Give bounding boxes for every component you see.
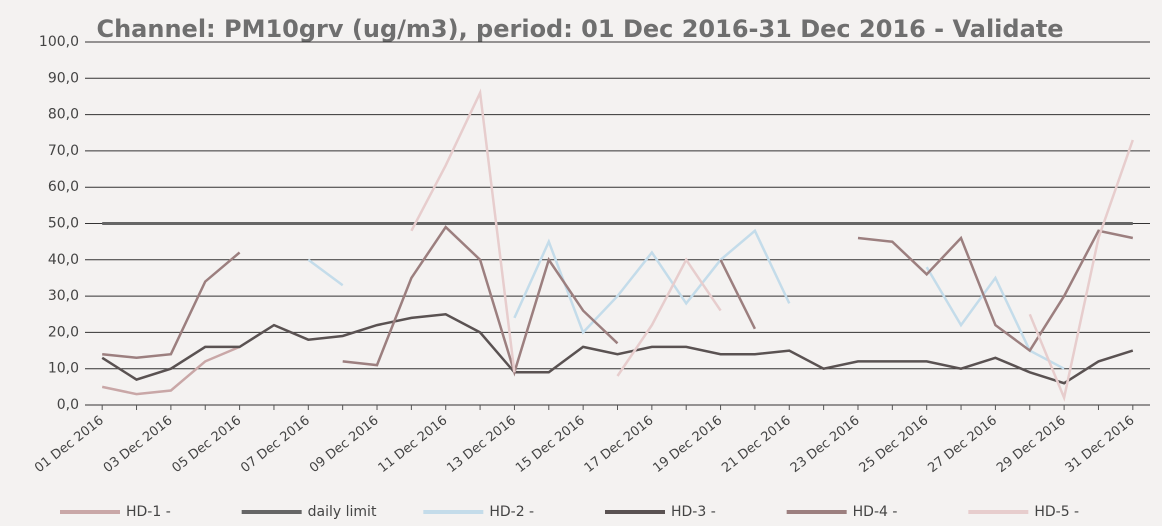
legend-label: daily limit (308, 504, 377, 520)
x-tick-label: 19 Dec 2016 (651, 413, 726, 476)
x-tick-label: 23 Dec 2016 (788, 413, 863, 476)
x-tick-label: 27 Dec 2016 (925, 413, 1000, 476)
y-tick-label: 70,0 (48, 143, 79, 159)
x-tick-label: 09 Dec 2016 (307, 413, 382, 476)
y-tick-label: 0,0 (57, 397, 79, 413)
series-line (101, 345, 241, 396)
series-line (307, 228, 1065, 370)
series-line (102, 225, 1134, 377)
y-tick-label: 60,0 (48, 179, 79, 195)
series-line (410, 88, 1134, 402)
legend-label: HD-3 - (671, 504, 716, 520)
x-tick-label: 13 Dec 2016 (444, 413, 519, 476)
legend-label: HD-4 - (853, 504, 898, 520)
y-tick-label: 80,0 (48, 107, 79, 123)
x-tick-label: 05 Dec 2016 (170, 413, 245, 476)
x-tick-label: 07 Dec 2016 (238, 413, 313, 476)
legend-label: HD-1 - (126, 504, 171, 520)
x-tick-label: 01 Dec 2016 (32, 413, 107, 476)
y-tick-label: 100,0 (39, 34, 79, 50)
legend-label: HD-5 - (1034, 504, 1079, 520)
legend-label: HD-2 - (489, 504, 534, 520)
x-tick-label: 15 Dec 2016 (513, 413, 588, 476)
y-tick-label: 50,0 (48, 216, 79, 232)
x-tick-label: 25 Dec 2016 (857, 413, 932, 476)
y-tick-label: 30,0 (48, 288, 79, 304)
y-tick-label: 90,0 (48, 70, 79, 86)
y-tick-label: 20,0 (48, 324, 79, 340)
x-tick-label: 29 Dec 2016 (994, 413, 1069, 476)
series-line (101, 313, 1134, 385)
x-tick-label: 03 Dec 2016 (101, 413, 176, 476)
chart-title: Channel: PM10grv (ug/m3), period: 01 Dec… (96, 15, 1063, 43)
y-tick-label: 40,0 (48, 252, 79, 268)
x-tick-label: 17 Dec 2016 (582, 413, 657, 476)
y-tick-label: 10,0 (48, 361, 79, 377)
x-tick-label: 11 Dec 2016 (376, 413, 451, 476)
x-tick-label: 21 Dec 2016 (719, 413, 794, 476)
x-tick-label: 31 Dec 2016 (1063, 413, 1138, 476)
